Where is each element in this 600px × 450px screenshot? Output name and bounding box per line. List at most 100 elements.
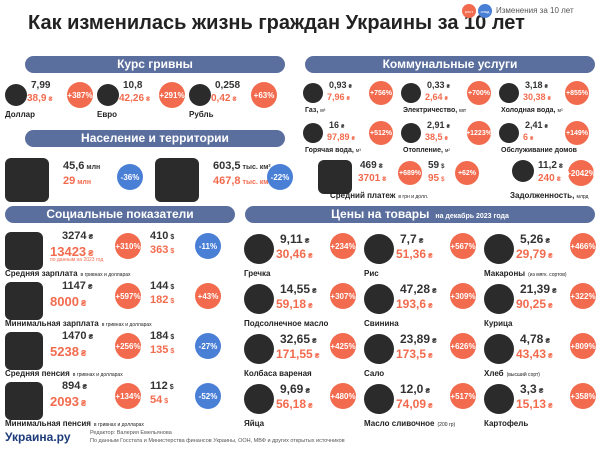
new-value: 0,42 ₴ — [211, 93, 236, 104]
value: 11,2 — [538, 160, 557, 171]
new-value: 56,18 ₴ — [276, 397, 313, 411]
new-value: 182 $ — [150, 294, 174, 306]
old-value: 23,89 ₴ — [400, 332, 437, 346]
new-value: 3701 ₴ — [358, 173, 386, 184]
new-value: 51,36 ₴ — [396, 247, 433, 261]
old-value: 14,55 ₴ — [280, 282, 317, 296]
change-badge: +517% — [450, 383, 476, 409]
unit: ₴ — [544, 124, 548, 130]
value: 182 — [150, 294, 169, 306]
new-value: 2,64 ₴ — [425, 92, 448, 102]
item-label: Доллар — [5, 110, 35, 119]
icon — [97, 84, 119, 106]
sep: , — [553, 107, 558, 114]
label: Хлеб — [484, 369, 504, 378]
change-badge: -11% — [195, 233, 221, 259]
value: 193,6 — [396, 297, 427, 311]
item-label: Рубль — [189, 110, 214, 119]
change-badge: +689% — [398, 161, 422, 185]
section-title: Коммунальные услуги — [382, 57, 518, 71]
unit: ₴ — [82, 384, 88, 391]
value: 29,79 — [516, 247, 547, 261]
value: 0,33 — [427, 80, 445, 90]
label: Колбаса вареная — [244, 369, 312, 378]
icon — [155, 158, 199, 202]
unit: ₴ — [232, 97, 237, 103]
new-value: 30,46 ₴ — [276, 247, 313, 261]
item-label: Обслуживание домов — [501, 147, 577, 154]
unit: ₴ — [146, 97, 151, 103]
change-badge: +809% — [570, 333, 596, 359]
change-badge: +387% — [67, 82, 93, 108]
unit: ₴ — [432, 288, 437, 295]
value: 171,55 — [276, 347, 313, 361]
old-value: 47,28 ₴ — [400, 282, 437, 296]
item-label: Средняя зарплата в гривнах и долларах — [5, 269, 131, 278]
label: Средний платеж — [330, 191, 396, 200]
change-badge: -52% — [195, 383, 221, 409]
change-badge: +425% — [330, 333, 356, 359]
sublabel: (из мягк. сортов) — [528, 272, 567, 278]
old-value: 9,11 ₴ — [280, 232, 309, 246]
old-value: 7,99 — [31, 80, 50, 91]
icon — [484, 284, 514, 314]
icon — [512, 160, 534, 182]
new-value: 135 $ — [150, 344, 174, 356]
new-value: 467,8 тыс. км² — [213, 175, 271, 187]
item-label: Евро — [97, 110, 117, 119]
unit: $ — [441, 164, 445, 170]
unit: ₴ — [314, 353, 320, 360]
old-value: 603,5 тыс. км² — [213, 160, 271, 172]
old-value: 32,65 ₴ — [280, 332, 317, 346]
value: 9,69 — [280, 382, 304, 396]
sep: , — [351, 147, 356, 154]
logo: Украина.ру — [5, 430, 71, 444]
icon — [189, 84, 211, 106]
unit: ₴ — [312, 338, 317, 345]
unit: ₴ — [341, 124, 345, 130]
label: Подсолнечное масло — [244, 319, 329, 328]
unit: ₴ — [545, 338, 551, 345]
old-value: 7,7 ₴ — [400, 232, 423, 246]
unit: ₴ — [530, 136, 534, 142]
icon — [484, 384, 514, 414]
icon — [364, 334, 394, 364]
unit: млн — [86, 164, 101, 171]
new-value: 90,25 ₴ — [516, 297, 553, 311]
old-value: 3274 ₴ — [62, 230, 93, 242]
value: 95 — [428, 173, 440, 184]
item-label: Макароны (из мягк. сортов) — [484, 269, 567, 278]
sep: , — [440, 147, 445, 154]
change-badge: +756% — [369, 81, 393, 105]
label: Минимальная пенсия — [5, 419, 91, 428]
unit: ₴ — [418, 238, 424, 245]
value: 30,46 — [276, 247, 307, 261]
label: Газ — [305, 107, 317, 114]
unit: ₴ — [444, 96, 448, 102]
item-label: Колбаса вареная — [244, 369, 312, 378]
unit: млн — [77, 179, 92, 186]
icon — [244, 284, 274, 314]
old-value: 10,8 — [123, 80, 142, 91]
label: Отопление — [403, 147, 441, 154]
unit: ₴ — [428, 303, 433, 310]
value: 363 — [150, 244, 169, 256]
old-value: 0,258 — [215, 80, 240, 91]
item-label: Отопление, м² — [403, 147, 450, 154]
new-value: 240 ₴ — [538, 173, 561, 184]
change-badge: +597% — [115, 283, 141, 309]
unit: ₴ — [428, 403, 433, 410]
old-value: 2,91 ₴ — [427, 120, 450, 130]
value: 112 — [150, 380, 168, 392]
item-label: Сало — [364, 369, 384, 378]
change-badge: +512% — [369, 121, 393, 145]
change-badge: +309% — [450, 283, 476, 309]
icon — [364, 284, 394, 314]
unit: ₴ — [87, 284, 93, 291]
label: Масло сливочное — [364, 419, 435, 428]
change-badge: +322% — [570, 283, 596, 309]
item-label: Средний платеж в грн и долл. — [330, 191, 428, 200]
new-value: 193,6 ₴ — [396, 297, 433, 311]
unit: ₴ — [80, 299, 87, 308]
value: 135 — [150, 344, 169, 356]
